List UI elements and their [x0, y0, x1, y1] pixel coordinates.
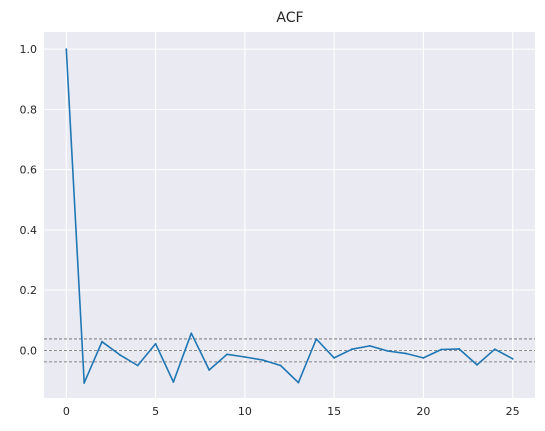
acf-line: [65, 49, 514, 384]
x-tick-label: 20: [416, 405, 430, 418]
acf-point: [511, 357, 514, 360]
acf-point: [208, 369, 211, 371]
acf-point: [404, 352, 407, 355]
acf-point: [458, 347, 461, 350]
acf-point: [493, 348, 496, 351]
plot-area: [44, 32, 535, 398]
acf-point: [386, 350, 389, 352]
acf-point: [422, 357, 425, 359]
x-tick-label: 25: [506, 405, 520, 418]
acf-point: [83, 382, 86, 384]
acf-point: [190, 332, 193, 335]
acf-point: [333, 357, 336, 359]
x-tick-label: 10: [238, 405, 252, 418]
y-tick-label: 0.0: [20, 344, 38, 357]
acf-point: [118, 354, 121, 356]
acf-point: [154, 342, 157, 345]
x-tick-label: 0: [63, 405, 70, 418]
acf-point: [172, 381, 175, 383]
y-tick-label: 0.2: [20, 284, 38, 297]
acf-point: [101, 340, 103, 343]
acf-point: [351, 348, 353, 351]
acf-point: [65, 48, 68, 51]
acf-point: [136, 364, 139, 367]
acf-point: [279, 364, 282, 367]
x-tick-label: 5: [152, 405, 159, 418]
acf-point: [440, 348, 443, 351]
acf-point: [261, 359, 264, 361]
acf-point: [476, 363, 478, 366]
acf-point: [297, 381, 300, 384]
acf-point: [315, 338, 318, 340]
acf-point: [243, 356, 246, 358]
y-tick-labels: 0.0 0.2 0.4 0.6 0.8 1.0: [20, 43, 38, 357]
acf-point: [368, 344, 371, 347]
y-tick-label: 0.6: [20, 164, 38, 177]
chart-title: ACF: [276, 10, 303, 26]
x-tick-label: 15: [327, 405, 341, 418]
series-layer: [65, 48, 514, 384]
y-tick-label: 0.4: [20, 224, 38, 237]
x-tick-labels: 0 5 10 15 20 25: [63, 405, 520, 418]
y-tick-label: 1.0: [20, 43, 38, 56]
reference-lines: [44, 338, 535, 363]
acf-point: [226, 353, 228, 356]
y-tick-label: 0.8: [20, 103, 38, 116]
